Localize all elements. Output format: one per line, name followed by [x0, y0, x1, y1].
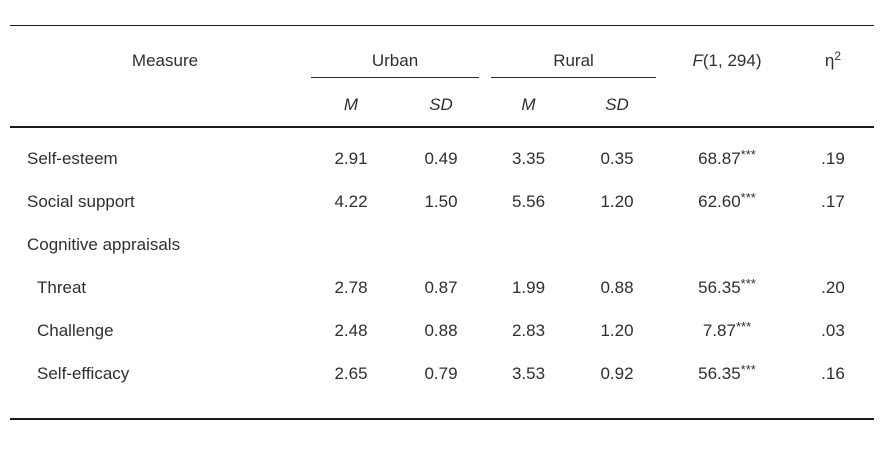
- header-subrow: M SD M SD: [10, 78, 874, 128]
- rural-mean: 3.35: [511, 148, 546, 168]
- f-value: 56.35***: [698, 275, 756, 297]
- significance-stars: ***: [740, 361, 756, 377]
- table-row-challenge: Challenge 2.48 0.88 2.83 1.20 7.87*** .0…: [10, 309, 874, 352]
- rural-mean: 2.83: [511, 320, 546, 340]
- f-value: 68.87***: [698, 146, 756, 168]
- table-row-self-efficacy: Self-efficacy 2.65 0.79 3.53 0.92 56.35*…: [10, 352, 874, 419]
- anova-stats-table: Measure Urban Rural F(1, 294) η2: [10, 25, 874, 420]
- measure-label: Threat: [37, 277, 87, 297]
- significance-stars: ***: [740, 146, 756, 162]
- stats-table-container: Measure Urban Rural F(1, 294) η2: [10, 25, 874, 420]
- measure-label: Self-esteem: [27, 148, 118, 168]
- table-row-threat: Threat 2.78 0.87 1.99 0.88 56.35*** .20: [10, 266, 874, 309]
- f-df: (1, 294): [702, 51, 762, 70]
- table-row-self-esteem: Self-esteem 2.91 0.49 3.35 0.35 68.87***…: [10, 127, 874, 180]
- m-header-urban: M: [305, 78, 397, 128]
- urban-sd: [397, 223, 485, 266]
- rural-mean: 5.56: [511, 191, 546, 211]
- rural-mean: [485, 223, 572, 266]
- sd-header-urban: SD: [397, 78, 485, 128]
- f-value: [662, 223, 792, 266]
- urban-mean: 4.22: [334, 191, 368, 211]
- urban-sd: 0.49: [424, 148, 458, 168]
- eta-squared-value: [792, 223, 874, 266]
- table-row-social-support: Social support 4.22 1.50 5.56 1.20 62.60…: [10, 180, 874, 223]
- significance-stars: ***: [740, 275, 756, 291]
- rural-sd: 0.35: [600, 148, 634, 168]
- rural-spanner: Rural: [491, 51, 656, 78]
- urban-mean: [305, 223, 397, 266]
- eta-squared-value: .17: [821, 191, 845, 211]
- urban-sd: 0.87: [424, 277, 458, 297]
- rural-sd: [572, 223, 662, 266]
- urban-label: Urban: [371, 51, 419, 70]
- urban-mean: 2.48: [334, 320, 368, 340]
- m-header-rural: M: [485, 78, 572, 128]
- urban-spanner: Urban: [311, 51, 479, 78]
- rural-sd: 0.88: [600, 277, 634, 297]
- rural-sd: 0.92: [600, 363, 634, 383]
- empty-header-cell: [10, 78, 305, 128]
- eta-superscript: 2: [834, 49, 842, 63]
- f-symbol: F: [692, 51, 703, 70]
- eta-symbol: η: [824, 51, 835, 70]
- eta-squared-value: .16: [821, 363, 845, 383]
- f-statistic-header: F(1, 294): [662, 26, 792, 79]
- group-header-rural: Rural: [485, 26, 662, 78]
- measure-label: Self-efficacy: [37, 363, 130, 383]
- empty-header-cell: [792, 78, 874, 128]
- eta-squared-value: .19: [821, 148, 845, 168]
- urban-sd: 1.50: [424, 191, 458, 211]
- rural-label: Rural: [553, 51, 594, 70]
- measure-group-label: Cognitive appraisals: [27, 234, 181, 254]
- urban-mean: 2.91: [334, 148, 368, 168]
- f-value: 56.35***: [698, 361, 756, 383]
- rural-sd: 1.20: [600, 320, 634, 340]
- significance-stars: ***: [740, 189, 756, 205]
- group-header-urban: Urban: [305, 26, 485, 78]
- urban-mean: 2.65: [334, 363, 368, 383]
- significance-stars: ***: [735, 318, 752, 334]
- empty-header-cell: [662, 78, 792, 128]
- measure-label: Social support: [27, 191, 135, 211]
- urban-sd: 0.88: [424, 320, 458, 340]
- rural-mean: 3.53: [511, 363, 546, 383]
- sd-header-rural: SD: [572, 78, 662, 128]
- f-value: 7.87***: [702, 318, 752, 340]
- eta-squared-value: .03: [821, 320, 845, 340]
- rural-sd: 1.20: [600, 191, 634, 211]
- measure-label: Challenge: [37, 320, 114, 340]
- header-group-row: Measure Urban Rural F(1, 294) η2: [10, 26, 874, 79]
- eta-squared-header: η2: [792, 26, 874, 79]
- urban-sd: 0.79: [424, 363, 458, 383]
- rural-mean: 1.99: [511, 277, 546, 297]
- eta-squared-value: .20: [821, 277, 845, 297]
- f-value: 62.60***: [698, 189, 756, 211]
- measure-column-header: Measure: [131, 51, 199, 70]
- urban-mean: 2.78: [334, 277, 368, 297]
- table-row-cognitive-appraisals: Cognitive appraisals: [10, 223, 874, 266]
